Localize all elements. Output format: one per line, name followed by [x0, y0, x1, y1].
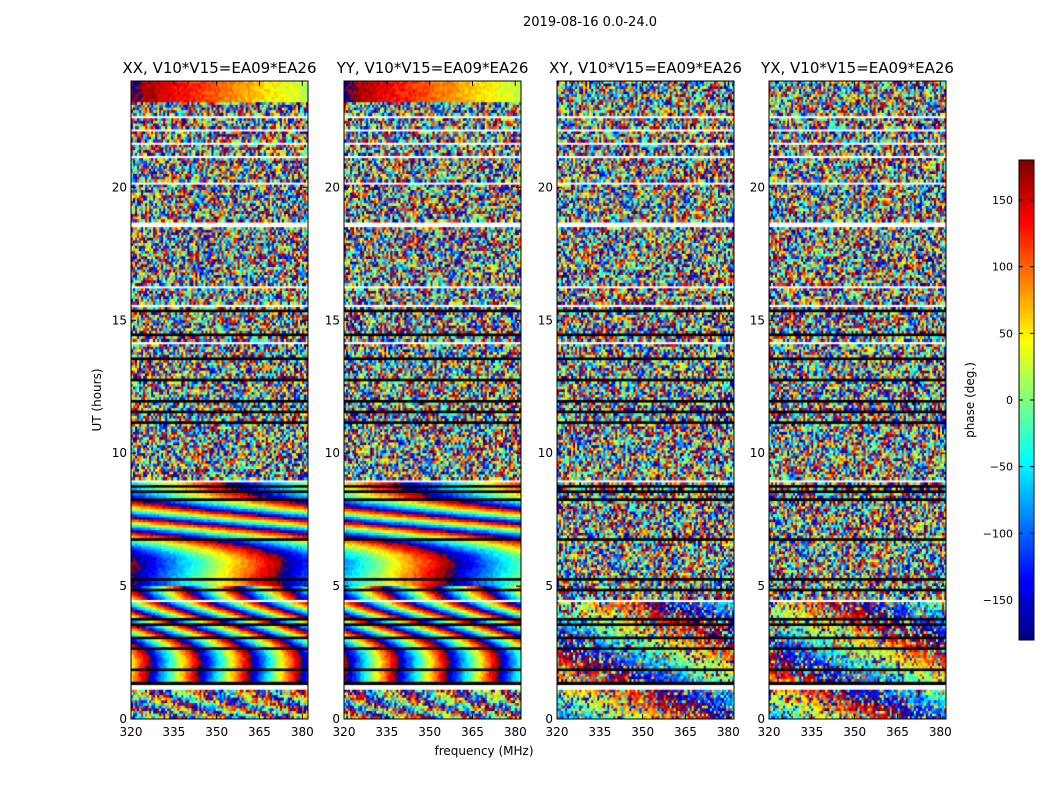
x-tick-label: 335 — [375, 725, 398, 739]
x-tick-label: 335 — [162, 725, 185, 739]
y-tick-label: 5 — [119, 579, 127, 593]
panel-heatmap — [344, 81, 521, 719]
colorbar-tick-label: −50 — [990, 461, 1013, 474]
colorbar-tick-label: −150 — [983, 594, 1013, 607]
colorbar-gradient — [1019, 160, 1034, 640]
colorbar-label: phase (deg.) — [963, 362, 977, 438]
y-tick-label: 5 — [757, 579, 765, 593]
panel-heatmap — [557, 81, 734, 719]
y-tick-label: 20 — [750, 180, 765, 194]
y-tick-label: 15 — [750, 313, 765, 327]
x-tick-label: 335 — [588, 725, 611, 739]
colorbar-tick-label: 50 — [999, 327, 1013, 340]
y-tick-label: 10 — [750, 446, 765, 460]
y-tick-label: 10 — [538, 446, 553, 460]
x-tick-label: 350 — [631, 725, 654, 739]
x-tick-label: 350 — [205, 725, 228, 739]
x-tick-label: 365 — [248, 725, 271, 739]
x-tick-label: 365 — [461, 725, 484, 739]
panel-heatmap — [769, 81, 946, 719]
y-tick-label: 5 — [545, 579, 553, 593]
figure-title: 2019-08-16 0.0-24.0 — [523, 15, 657, 30]
colorbar: −150 −100 −50 0 50 100 150 — [983, 159, 1035, 641]
panel-title: YY, V10*V15=EA09*EA26 — [336, 59, 529, 77]
panel-2: YY, V10*V15=EA09*EA26 320 335 350 365 380 0 5 10… — [325, 59, 529, 739]
x-tick-label: 380 — [717, 725, 740, 739]
y-tick-label: 10 — [112, 446, 127, 460]
panels-group: XX, V10*V15=EA09*EA26 320 335 350 365 380 0 5 10… — [112, 59, 954, 739]
y-tick-label: 5 — [332, 579, 340, 593]
panel-frame — [768, 80, 947, 720]
x-tick-label: 365 — [674, 725, 697, 739]
y-tick-label: 15 — [325, 313, 340, 327]
y-tick-label: 20 — [325, 180, 340, 194]
x-tick-label: 320 — [758, 725, 781, 739]
panel-title: XY, V10*V15=EA09*EA26 — [549, 59, 742, 77]
colorbar-tick-label: −100 — [983, 527, 1013, 540]
panel-frame — [556, 80, 735, 720]
colorbar-tick-label: 100 — [992, 261, 1013, 274]
x-tick-label: 350 — [418, 725, 441, 739]
y-tick-label: 0 — [757, 712, 765, 726]
y-tick-label: 0 — [119, 712, 127, 726]
panel-title: YX, V10*V15=EA09*EA26 — [760, 59, 954, 77]
panel-frame — [343, 80, 522, 720]
y-tick-label: 15 — [538, 313, 553, 327]
panel-heatmap — [131, 81, 308, 719]
x-tick-label: 365 — [886, 725, 909, 739]
colorbar-tick-label: 0 — [1006, 394, 1013, 407]
y-axis-label: UT (hours) — [90, 368, 104, 431]
panel-frame — [130, 80, 309, 720]
y-tick-label: 15 — [112, 313, 127, 327]
panel-4: YX, V10*V15=EA09*EA26 320 335 350 365 380 0 5 10… — [750, 59, 954, 739]
x-tick-label: 320 — [333, 725, 356, 739]
y-tick-label: 0 — [545, 712, 553, 726]
panel-3: XY, V10*V15=EA09*EA26 320 335 350 365 380 0 5 10… — [538, 59, 742, 739]
x-tick-label: 320 — [120, 725, 143, 739]
y-tick-label: 0 — [332, 712, 340, 726]
x-tick-label: 320 — [546, 725, 569, 739]
y-tick-label: 20 — [112, 180, 127, 194]
colorbar-tick-label: 150 — [992, 194, 1013, 207]
y-tick-label: 20 — [538, 180, 553, 194]
x-tick-label: 380 — [929, 725, 952, 739]
panel-1: XX, V10*V15=EA09*EA26 320 335 350 365 380 0 5 10… — [112, 59, 317, 739]
x-axis-label: frequency (MHz) — [434, 744, 533, 758]
x-tick-label: 380 — [291, 725, 314, 739]
panel-title: XX, V10*V15=EA09*EA26 — [122, 59, 316, 77]
x-tick-label: 380 — [504, 725, 527, 739]
x-tick-label: 335 — [800, 725, 823, 739]
x-tick-label: 350 — [843, 725, 866, 739]
y-tick-label: 10 — [325, 446, 340, 460]
